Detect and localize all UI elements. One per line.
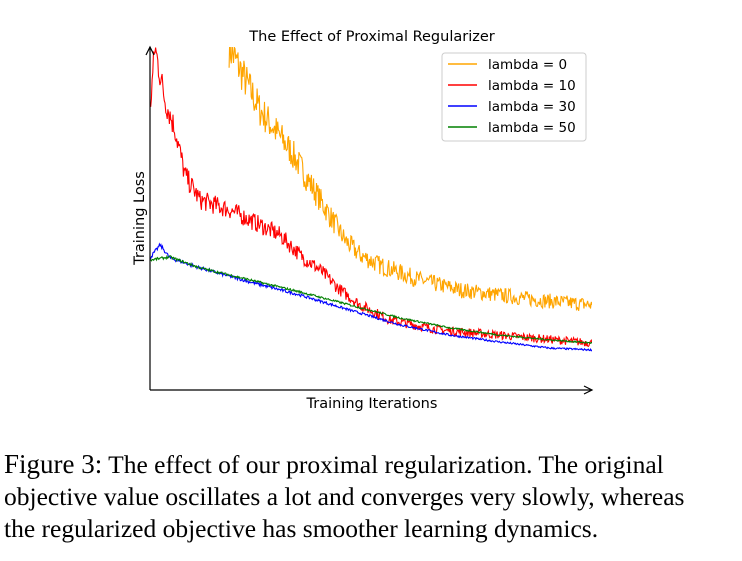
y-axis-label: Training Loss <box>132 171 148 266</box>
series-line-3 <box>150 254 592 344</box>
x-axis-label: Training Iterations <box>306 396 438 412</box>
legend-label-2: lambda = 30 <box>488 99 576 115</box>
caption-label: Figure 3: <box>4 449 103 479</box>
series-lines <box>150 47 592 352</box>
chart: The Effect of Proximal Regularizer Train… <box>132 29 594 412</box>
legend-label-0: lambda = 0 <box>488 57 567 73</box>
legend: lambda = 0 lambda = 10 lambda = 30 lambda =… <box>441 52 587 142</box>
x-axis-arrow <box>583 385 594 395</box>
figure-caption: Figure 3: The effect of our proximal reg… <box>4 448 742 545</box>
caption-line-3: the regularized objective has smoother l… <box>4 514 599 543</box>
y-axis-arrow <box>145 45 155 56</box>
chart-title: The Effect of Proximal Regularizer <box>248 29 494 45</box>
caption-line-1: The effect of our proximal regularizatio… <box>102 450 664 479</box>
legend-label-3: lambda = 50 <box>488 120 576 136</box>
legend-label-1: lambda = 10 <box>488 78 576 94</box>
series-line-0 <box>228 47 592 311</box>
caption-line-2: objective value oscillates a lot and con… <box>4 482 685 511</box>
